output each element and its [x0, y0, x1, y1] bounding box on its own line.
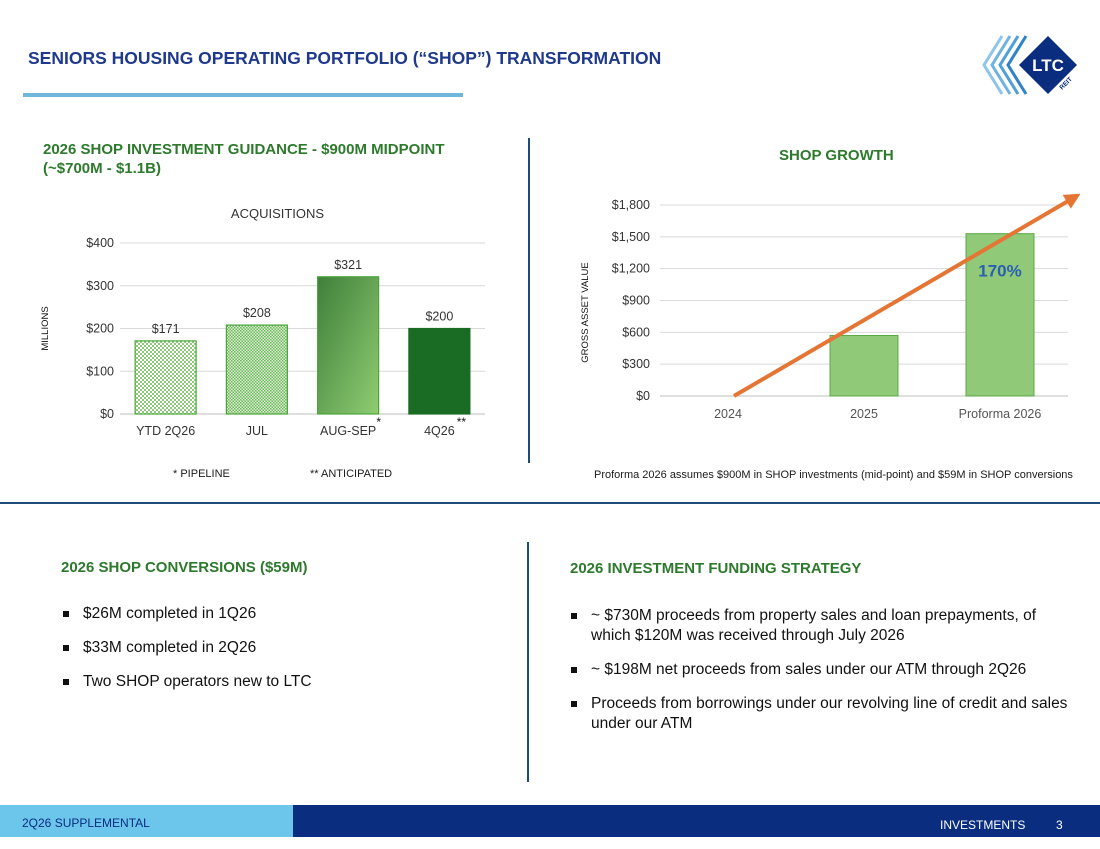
acquisitions-chart: ACQUISITIONS $0 $100 $200 $300 $400 MILLIONS $1… [40, 206, 485, 438]
growth-arrow [732, 193, 1080, 398]
x-tick-label: 4Q26 [424, 424, 455, 438]
growth-title: SHOP GROWTH [779, 147, 894, 164]
bar [829, 335, 899, 397]
list-item: $33M completed in 2Q26 [61, 638, 481, 658]
page-number: 3 [1056, 818, 1063, 832]
x-tick-label: AUG-SEP [320, 424, 376, 438]
ltc-reit-logo: LTC REIT [982, 35, 1077, 95]
footnote-anticipated: ** ANTICIPATED [310, 468, 393, 480]
guidance-title-line2: (~$700M - $1.1B) [43, 160, 161, 177]
category-marker: ** [457, 415, 467, 429]
logo-text: LTC [1032, 56, 1064, 75]
y-tick-label: $0 [636, 389, 650, 403]
x-tick-label: 2025 [850, 407, 878, 421]
x-tick-label: 2024 [714, 407, 742, 421]
list-item: ~ $730M proceeds from property sales and… [569, 606, 1074, 646]
shop-growth-chart: $0 $300 $600 $900 $1,200 $1,500 $1,800 GROSS AS… [580, 193, 1080, 421]
footnote-pipeline: * PIPELINE [173, 468, 230, 480]
y-axis-label: MILLIONS [40, 306, 51, 350]
y-tick-label: $100 [86, 364, 114, 378]
y-tick-label: $1,500 [612, 230, 650, 244]
footer-right-band [293, 805, 1100, 837]
category-marker: * [376, 415, 381, 429]
list-item: ~ $198M net proceeds from sales under ou… [569, 660, 1074, 680]
title-underline [23, 93, 463, 97]
bar [965, 233, 1035, 397]
bar [225, 324, 288, 415]
conversions-title: 2026 SHOP CONVERSIONS ($59M) [61, 559, 308, 576]
bar [408, 327, 471, 415]
list-item: Two SHOP operators new to LTC [61, 672, 481, 692]
data-label: $200 [425, 310, 453, 324]
footer-supplemental-label: 2Q26 SUPPLEMENTAL [22, 816, 150, 830]
bar [317, 276, 380, 415]
horizontal-divider [0, 502, 1100, 504]
y-tick-label: $200 [86, 322, 114, 336]
growth-footnote: Proforma 2026 assumes $900M in SHOP inve… [594, 469, 1073, 481]
list-item: $26M completed in 1Q26 [61, 604, 481, 624]
y-tick-label: $0 [100, 407, 114, 421]
y-tick-label: $900 [622, 294, 650, 308]
footer-section-label: INVESTMENTS [940, 818, 1026, 832]
y-tick-label: $1,200 [612, 262, 650, 276]
guidance-title-line1: 2026 SHOP INVESTMENT GUIDANCE - $900M MI… [43, 141, 445, 158]
y-axis-label: GROSS ASSET VALUE [580, 262, 591, 363]
x-tick-label: Proforma 2026 [959, 407, 1042, 421]
growth-percent-label: 170% [978, 262, 1021, 281]
top-vertical-divider [528, 138, 530, 463]
conversions-list: $26M completed in 1Q26 $33M completed in… [61, 604, 481, 706]
y-tick-label: $1,800 [612, 198, 650, 212]
bar [134, 340, 197, 415]
x-tick-label: YTD 2Q26 [136, 424, 195, 438]
data-label: $171 [152, 322, 180, 336]
list-item: Proceeds from borrowings under our revol… [569, 694, 1074, 734]
data-label: $321 [334, 258, 362, 272]
y-tick-label: $400 [86, 236, 114, 250]
bottom-vertical-divider [527, 542, 529, 782]
y-tick-label: $300 [86, 279, 114, 293]
footer-left-band [0, 805, 293, 837]
guidance-title: 2026 SHOP INVESTMENT GUIDANCE - $900M MI… [43, 140, 513, 178]
chart-title: ACQUISITIONS [231, 206, 325, 221]
data-label: $208 [243, 306, 271, 320]
funding-list: ~ $730M proceeds from property sales and… [569, 606, 1074, 748]
y-tick-label: $600 [622, 325, 650, 339]
funding-title: 2026 INVESTMENT FUNDING STRATEGY [570, 560, 862, 577]
x-tick-label: JUL [246, 424, 268, 438]
y-tick-label: $300 [622, 357, 650, 371]
page-title: SENIORS HOUSING OPERATING PORTFOLIO (“SH… [28, 48, 662, 68]
